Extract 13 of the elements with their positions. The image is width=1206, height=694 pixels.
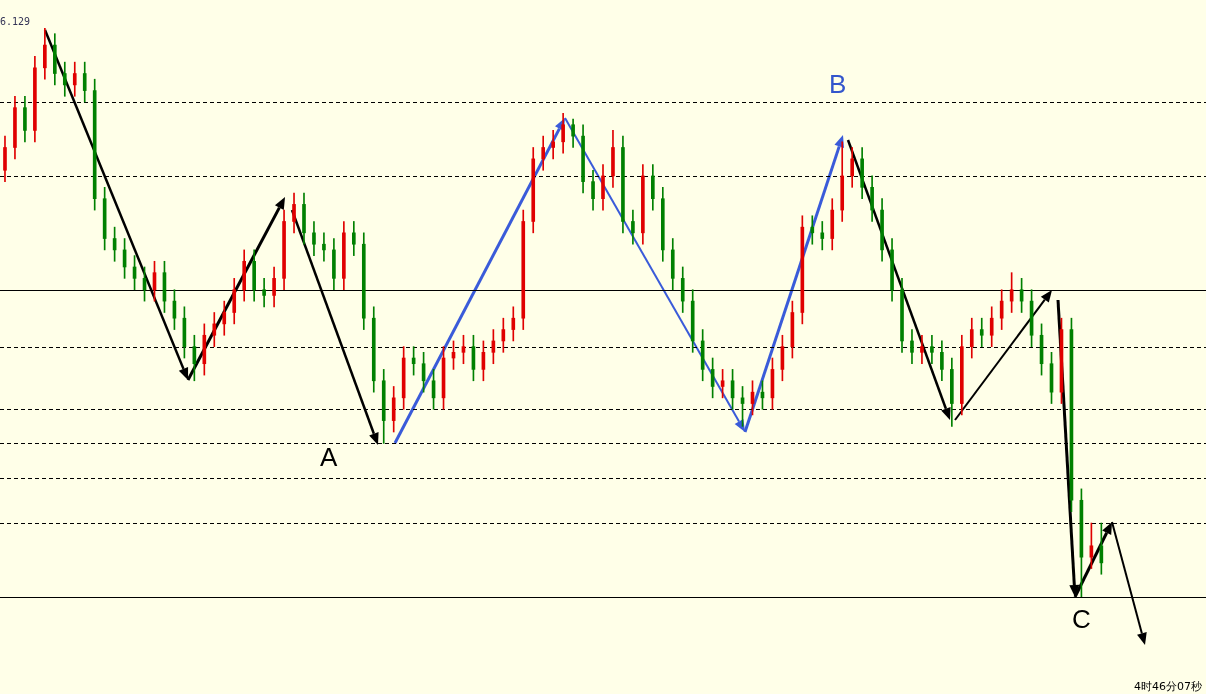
candlestick [979, 317, 984, 347]
annotation: A [320, 442, 338, 474]
annotation: C [1072, 604, 1091, 635]
text: 6.129 [0, 16, 31, 27]
candlestick [551, 130, 555, 160]
annotation: B [829, 68, 847, 100]
candlestick [920, 334, 924, 365]
candlestick [930, 334, 934, 365]
candlestick [820, 221, 825, 251]
candlestick [262, 278, 266, 308]
candlestick [810, 215, 815, 245]
candlestick [322, 232, 326, 262]
text: 4时46分07秒 [1134, 679, 1202, 694]
